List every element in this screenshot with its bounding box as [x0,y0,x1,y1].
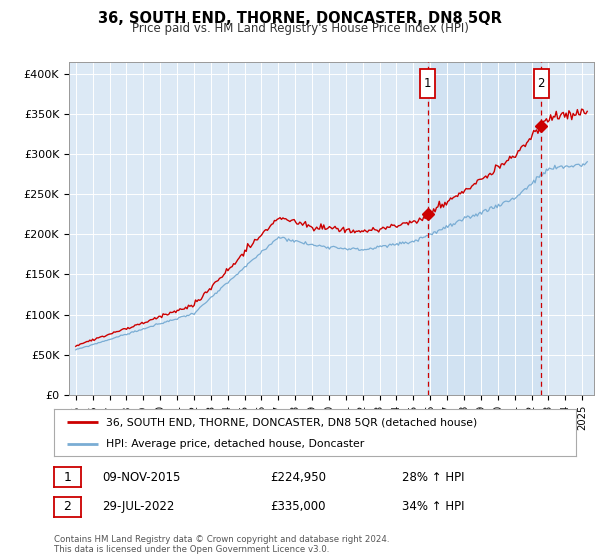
Bar [428,62,541,395]
Text: £224,950: £224,950 [270,470,326,484]
Text: 36, SOUTH END, THORNE, DONCASTER, DN8 5QR (detached house): 36, SOUTH END, THORNE, DONCASTER, DN8 5Q… [106,417,478,427]
Text: 28% ↑ HPI: 28% ↑ HPI [402,470,464,484]
Text: 2: 2 [64,500,71,514]
Text: £335,000: £335,000 [270,500,325,514]
Text: 34% ↑ HPI: 34% ↑ HPI [402,500,464,514]
Text: Contains HM Land Registry data © Crown copyright and database right 2024.
This d: Contains HM Land Registry data © Crown c… [54,535,389,554]
Bar [420,69,436,98]
Bar [533,69,549,98]
Text: 2: 2 [538,77,545,90]
Text: Price paid vs. HM Land Registry's House Price Index (HPI): Price paid vs. HM Land Registry's House … [131,22,469,35]
Text: 1: 1 [64,470,71,484]
Text: 1: 1 [424,77,431,90]
Text: 09-NOV-2015: 09-NOV-2015 [102,470,181,484]
Text: 36, SOUTH END, THORNE, DONCASTER, DN8 5QR: 36, SOUTH END, THORNE, DONCASTER, DN8 5Q… [98,11,502,26]
Text: 29-JUL-2022: 29-JUL-2022 [102,500,175,514]
Text: HPI: Average price, detached house, Doncaster: HPI: Average price, detached house, Donc… [106,438,364,449]
